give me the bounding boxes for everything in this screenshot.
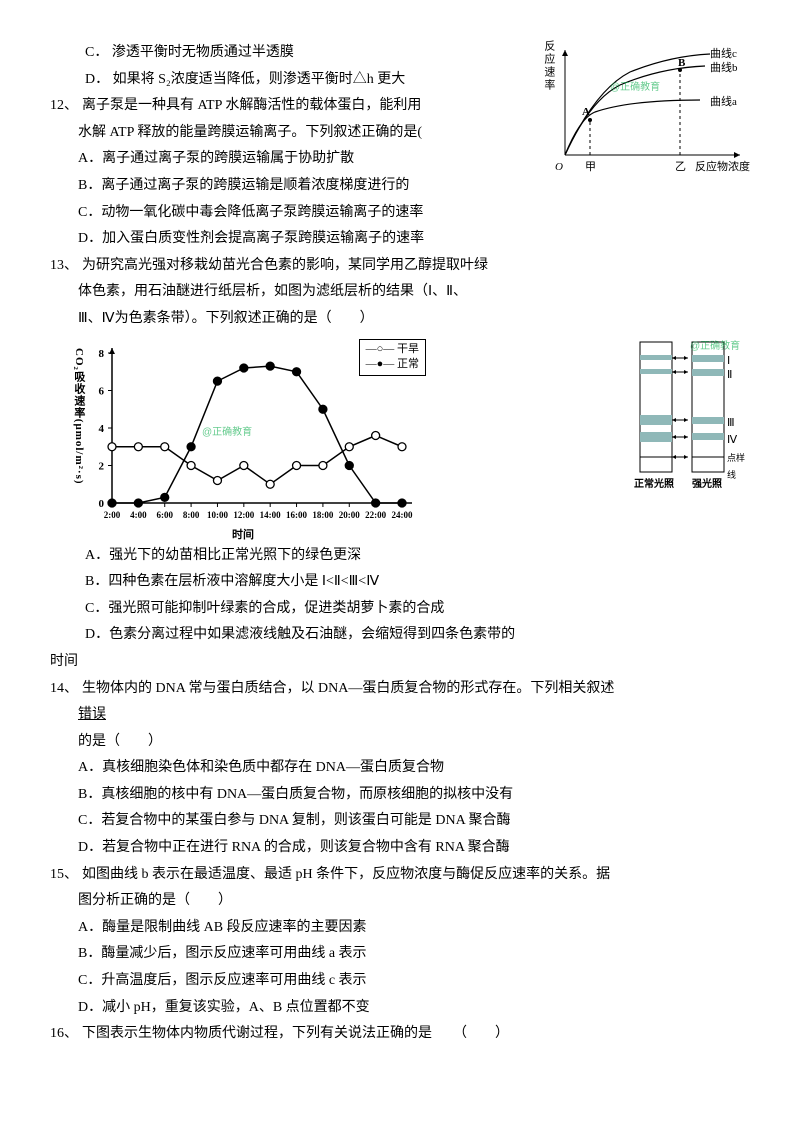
point-a-label: A [582, 102, 590, 123]
dot-line: 点样线 [727, 450, 750, 484]
q13-opt-a: A．强光下的幼苗相比正常光照下的绿色更深 [50, 543, 750, 570]
q15-opt-c: C．升高温度后，图示反应速率可用曲线 c 表示 [50, 968, 750, 995]
svg-text:6:00: 6:00 [156, 510, 173, 520]
legend-drought: 干旱 [397, 343, 419, 355]
svg-text:24:00: 24:00 [392, 510, 413, 520]
q12-number: 12、 [50, 93, 78, 120]
watermark: @正确教育 [690, 337, 740, 356]
co2-legend: —○— 干旱 —●— 正常 [359, 339, 426, 376]
svg-text:8: 8 [99, 348, 105, 360]
q13-stem-2: 体色素，用石油醚进行纸层析，如图为滤纸层析的结果（Ⅰ、Ⅱ、 [50, 279, 750, 306]
curve-a-label: 曲线a [710, 92, 737, 113]
q15-opt-d: D．减小 pH，重复该实验，A、B 点位置都不变 [50, 995, 750, 1022]
q15-number: 15、 [50, 862, 78, 889]
x-tick-1: 甲 [585, 157, 596, 178]
svg-text:20:00: 20:00 [339, 510, 360, 520]
band-2: Ⅱ [727, 365, 732, 386]
q15-opt-b: B．酶量减少后，图示反应速率可用曲线 a 表示 [50, 941, 750, 968]
q13-opt-b: B．四种色素在层析液中溶解度大小是 Ⅰ<Ⅱ<Ⅲ<Ⅳ [50, 569, 750, 596]
y-axis-label: 反应速率 [538, 40, 559, 92]
q13-stem-3: Ⅲ、Ⅳ为色素条带）。下列叙述正确的是（ ） [50, 306, 750, 333]
q13-opt-d: D．色素分离过程中如果滤液线触及石油醚，会缩短得到四条色素带的 [50, 622, 750, 649]
svg-text:4: 4 [99, 423, 105, 435]
curve-b-label: 曲线b [710, 58, 738, 79]
q14-stem-1: 生物体内的 DNA 常与蛋白质结合，以 DNA—蛋白质复合物的形式存在。下列相关… [82, 676, 614, 703]
svg-text:8:00: 8:00 [183, 510, 200, 520]
x-tick-2: 乙 [675, 157, 686, 178]
q16-number: 16、 [50, 1021, 78, 1048]
reaction-rate-chart: 反应速率 A B 曲线c 曲线b 曲线a 甲 乙 反应物浓度 O @正确教育 [540, 40, 750, 180]
svg-text:14:00: 14:00 [260, 510, 281, 520]
svg-text:2:00: 2:00 [104, 510, 121, 520]
svg-text:6: 6 [99, 385, 105, 397]
q12-opt-d: D．加入蛋白质变性剂会提高离子泵跨膜运输离子的速率 [50, 226, 750, 253]
svg-text:10:00: 10:00 [207, 510, 228, 520]
q16-stem: 下图表示生物体内物质代谢过程，下列有关说法正确的是 （ ） [82, 1021, 509, 1048]
q15-stem-1: 如图曲线 b 表示在最适温度、最适 pH 条件下，反应物浓度与酶促反应速率的关系… [82, 862, 610, 889]
q14-opt-d: D．若复合物中正在进行 RNA 的合成，则该复合物中含有 RNA 聚合酶 [50, 835, 750, 862]
q13-opt-c: C．强光照可能抑制叶绿素的合成，促进类胡萝卜素的合成 [50, 596, 750, 623]
co2-xlabel: 时间 [232, 525, 254, 546]
watermark: @正确教育 [610, 78, 660, 97]
chromatography-diagram: Ⅰ Ⅱ Ⅲ Ⅳ 点样线 正常光照 强光照 @正确教育 [630, 337, 750, 517]
q13-tail: 时间 [50, 649, 750, 676]
svg-text:12:00: 12:00 [233, 510, 254, 520]
legend-normal: 正常 [397, 358, 419, 370]
strip-left-label: 正常光照 [634, 475, 674, 494]
q15-stem-2: 图分析正确的是（ ） [50, 888, 750, 915]
svg-text:16:00: 16:00 [286, 510, 307, 520]
band-4: Ⅳ [727, 430, 737, 451]
x-axis-label: 反应物浓度 [695, 157, 750, 178]
q15-opt-a: A．酶量是限制曲线 AB 段反应速率的主要因素 [50, 915, 750, 942]
q14-stem-2: 错误 [78, 707, 106, 722]
q14-opt-c: C．若复合物中的某蛋白参与 DNA 复制，则该蛋白可能是 DNA 聚合酶 [50, 808, 750, 835]
svg-text:4:00: 4:00 [130, 510, 147, 520]
q14-opt-a: A．真核细胞染色体和染色质中都存在 DNA—蛋白质复合物 [50, 755, 750, 782]
q12-stem-1: 离子泵是一种具有 ATP 水解酶活性的载体蛋白，能利用 [82, 93, 421, 120]
svg-text:18:00: 18:00 [312, 510, 333, 520]
q13-stem-1: 为研究高光强对移栽幼苗光合色素的影响，某同学用乙醇提取叶绿 [82, 253, 488, 280]
svg-text:2: 2 [99, 460, 105, 472]
watermark: @正确教育 [202, 423, 252, 442]
svg-text:0: 0 [99, 498, 105, 510]
svg-text:22:00: 22:00 [365, 510, 386, 520]
strip-right-label: 强光照 [692, 475, 722, 494]
point-b-label: B [678, 53, 685, 74]
q14-number: 14、 [50, 676, 78, 703]
q12-opt-c: C．动物一氧化碳中毒会降低离子泵跨膜运输离子的速率 [50, 200, 750, 227]
q13-number: 13、 [50, 253, 78, 280]
q14-stem-3: 的是（ ） [50, 729, 750, 756]
q14-opt-b: B．真核细胞的核中有 DNA—蛋白质复合物，而原核细胞的拟核中没有 [50, 782, 750, 809]
co2-absorption-chart: 0 2 4 6 8 2:00 4:00 6:00 8:00 10:00 12:00 14:00 16:0… [72, 333, 432, 543]
co2-ylabel: CO₂吸收速率(μmol/m²·s) [68, 348, 89, 485]
